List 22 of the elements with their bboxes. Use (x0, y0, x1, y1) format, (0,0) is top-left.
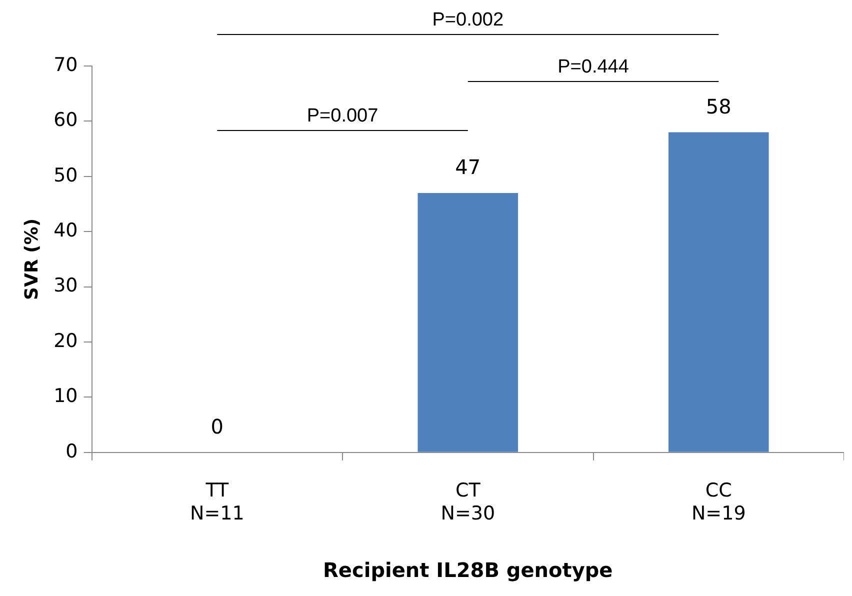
y-tick-label: 40 (54, 220, 78, 242)
y-axis-title: SVR (%) (21, 218, 42, 300)
y-tick-label: 70 (54, 54, 78, 76)
text: N=19 (691, 502, 746, 525)
x-tick-label: TT (204, 480, 229, 502)
data-label: 47 (455, 155, 481, 180)
x-tick-label: CT (455, 480, 481, 502)
text: P=0.002 (432, 10, 504, 31)
y-tick-label: 10 (54, 385, 78, 408)
text: N=11 (190, 502, 244, 525)
y-tick-label: 20 (54, 330, 78, 352)
y-tick-label: 50 (54, 164, 78, 186)
text: N=30 (440, 502, 496, 525)
y-tick-label: 30 (54, 274, 78, 297)
data-label: 58 (706, 94, 732, 118)
annotation: P=0.007 (306, 106, 378, 127)
y-tick-label: 0 (66, 440, 78, 462)
x-tick-label: CC (705, 480, 732, 502)
x-axis-title: Recipient IL28B genotype (323, 558, 613, 582)
y-tick-label: 60 (54, 109, 78, 132)
data-label: 0 (210, 414, 224, 439)
annotation: P=0.444 (558, 56, 630, 78)
